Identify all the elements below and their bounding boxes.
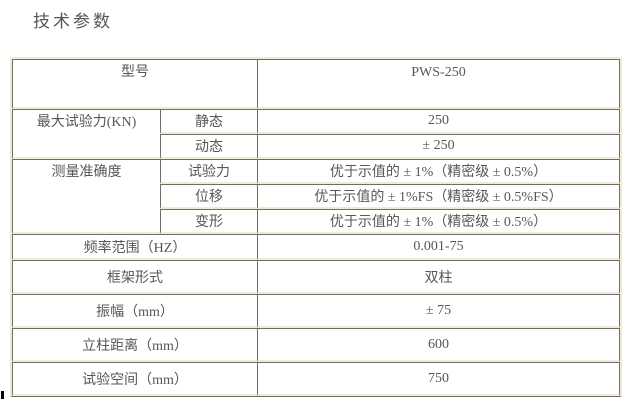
displacement-label-cell: 位移 [160,184,257,209]
frame-type-label-cell: 框架形式 [12,260,257,294]
dynamic-label-cell: 动态 [160,134,257,159]
frequency-range-value-cell: 0.001-75 [257,234,620,260]
page-title: 技术参数 [33,12,113,31]
amplitude-label-cell: 振幅（mm） [12,294,257,328]
max-force-label-cell: 最大试验力(KN) [12,109,160,159]
column-distance-label-cell: 立柱距离（mm） [12,328,257,362]
static-label-cell: 静态 [160,109,257,134]
spec-table: 型号 PWS-250 最大试验力(KN) 静态 250 动态 ± 250 测量准… [10,57,622,397]
table-row-model: 型号 PWS-250 [12,59,620,109]
table-row-max-force-static: 最大试验力(KN) 静态 250 [12,109,620,159]
table-row-frequency-range: 频率范围（HZ） 0.001-75 [12,234,620,260]
table-row-column-distance: 立柱距离（mm） 600 [12,328,620,362]
model-value-cell: PWS-250 [257,59,620,109]
test-force-value-cell: 优于示值的 ± 1%（精密级 ± 0.5%） [257,159,620,184]
table-row-frame-type: 框架形式 双柱 [12,260,620,294]
frame-type-value-cell: 双柱 [257,260,620,294]
table-row-accuracy-force: 测量准确度 试验力 优于示值的 ± 1%（精密级 ± 0.5%） [12,159,620,234]
test-force-label-cell: 试验力 [160,159,257,184]
deformation-label-cell: 变形 [160,209,257,234]
frequency-range-label-cell: 频率范围（HZ） [12,234,257,260]
table-row-max-force-dynamic: 动态 ± 250 [12,134,620,159]
accuracy-label-cell: 测量准确度 [12,159,160,234]
dynamic-value-cell: ± 250 [257,134,620,159]
test-space-value-cell: 750 [257,362,620,396]
displacement-value-cell: 优于示值的 ± 1%FS（精密级 ± 0.5%FS） [257,184,620,209]
model-label-cell: 型号 [12,59,257,109]
table-row-accuracy-deformation: 变形 优于示值的 ± 1%（精密级 ± 0.5%） [12,209,620,234]
deformation-value-cell: 优于示值的 ± 1%（精密级 ± 0.5%） [257,209,620,234]
test-space-label-cell: 试验空间（mm） [12,362,257,396]
amplitude-value-cell: ± 75 [257,294,620,328]
table-row-test-space: 试验空间（mm） 750 [12,362,620,396]
table-row-amplitude: 振幅（mm） ± 75 [12,294,620,328]
column-distance-value-cell: 600 [257,328,620,362]
static-value-cell: 250 [257,109,620,134]
text-cursor [1,391,4,399]
table-row-accuracy-displacement: 位移 优于示值的 ± 1%FS（精密级 ± 0.5%FS） [12,184,620,209]
